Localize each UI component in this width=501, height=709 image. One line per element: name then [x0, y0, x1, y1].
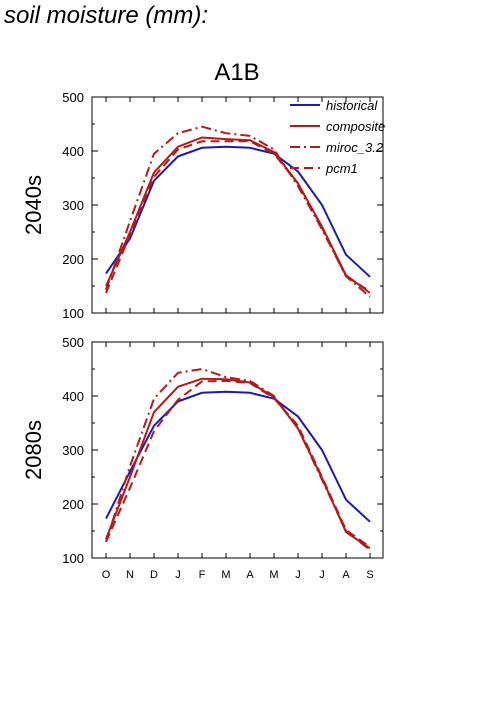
series-line-composite	[105, 377, 371, 550]
x-tick-label: J	[319, 569, 325, 581]
x-tick-label: M	[269, 569, 278, 581]
x-tick-label: N	[126, 569, 134, 581]
y-tick-label: 500	[62, 90, 84, 105]
scenario-title: A1B	[214, 59, 259, 86]
panel-label: 2040s	[21, 175, 46, 235]
series-line-historical	[105, 390, 371, 523]
series-line-pcm1	[105, 140, 371, 294]
series-line-historical	[105, 145, 371, 278]
y-tick-label: 500	[62, 335, 84, 350]
x-tick-label: O	[102, 569, 111, 581]
x-tick-label: D	[150, 569, 158, 581]
y-tick-label: 400	[62, 144, 84, 159]
series-line-miroc-3-2	[105, 367, 371, 551]
y-tick-label: 400	[62, 389, 84, 404]
page-title: soil moisture (mm):	[4, 2, 209, 29]
series-line-pcm1	[105, 379, 371, 549]
panel-label: 2080s	[21, 420, 46, 480]
x-tick-label: A	[246, 569, 254, 581]
series-line-composite	[105, 136, 371, 294]
legend-label: composite	[326, 119, 385, 134]
plot-frame	[91, 341, 384, 559]
legend-label: miroc_3.2	[326, 140, 384, 155]
y-tick-label: 200	[62, 497, 84, 512]
x-tick-label: A	[342, 569, 350, 581]
x-tick-label: J	[295, 569, 301, 581]
legend-label: historical	[326, 98, 378, 113]
y-tick-label: 300	[62, 198, 84, 213]
legend-label: pcm1	[325, 161, 358, 176]
x-tick-label: F	[199, 569, 206, 581]
x-tick-label: S	[366, 569, 373, 581]
x-tick-label: M	[221, 569, 230, 581]
y-tick-label: 300	[62, 443, 84, 458]
y-tick-label: 100	[62, 306, 84, 321]
y-tick-label: 200	[62, 252, 84, 267]
x-tick-label: J	[175, 569, 181, 581]
y-tick-label: 100	[62, 551, 84, 566]
